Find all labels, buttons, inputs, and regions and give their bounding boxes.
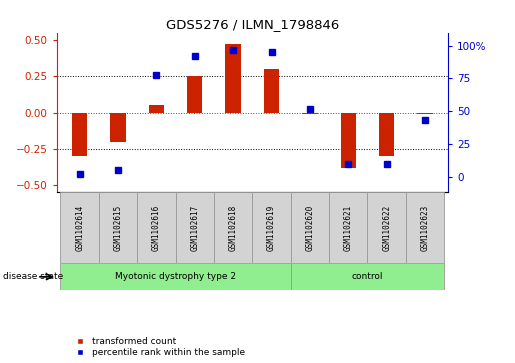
Text: GSM1102622: GSM1102622: [382, 205, 391, 251]
Bar: [214, 192, 252, 263]
Text: GSM1102617: GSM1102617: [190, 205, 199, 251]
Text: Myotonic dystrophy type 2: Myotonic dystrophy type 2: [115, 272, 236, 281]
Text: GSM1102615: GSM1102615: [113, 205, 123, 251]
Bar: [379, 113, 394, 156]
Legend: transformed count, percentile rank within the sample: transformed count, percentile rank withi…: [72, 337, 245, 357]
Bar: [149, 105, 164, 113]
Bar: [264, 69, 279, 113]
Text: disease state: disease state: [3, 272, 63, 281]
Title: GDS5276 / ILMN_1798846: GDS5276 / ILMN_1798846: [166, 19, 339, 32]
Bar: [110, 113, 126, 142]
Bar: [368, 192, 406, 263]
Bar: [60, 192, 99, 263]
Bar: [137, 192, 176, 263]
Bar: [406, 192, 444, 263]
Bar: [302, 113, 318, 114]
Bar: [291, 192, 329, 263]
Bar: [99, 192, 137, 263]
Text: GSM1102619: GSM1102619: [267, 205, 276, 251]
Bar: [226, 44, 241, 113]
Bar: [176, 192, 214, 263]
Text: control: control: [352, 272, 383, 281]
Text: GSM1102618: GSM1102618: [229, 205, 237, 251]
Bar: [187, 76, 202, 113]
Bar: [291, 263, 444, 290]
Text: GSM1102614: GSM1102614: [75, 205, 84, 251]
Text: GSM1102623: GSM1102623: [421, 205, 430, 251]
Text: GSM1102621: GSM1102621: [344, 205, 353, 251]
Bar: [329, 192, 368, 263]
Bar: [252, 192, 291, 263]
Text: GSM1102616: GSM1102616: [152, 205, 161, 251]
Bar: [340, 113, 356, 168]
Bar: [60, 263, 291, 290]
Text: GSM1102620: GSM1102620: [305, 205, 315, 251]
Bar: [72, 113, 88, 156]
Bar: [417, 113, 433, 114]
